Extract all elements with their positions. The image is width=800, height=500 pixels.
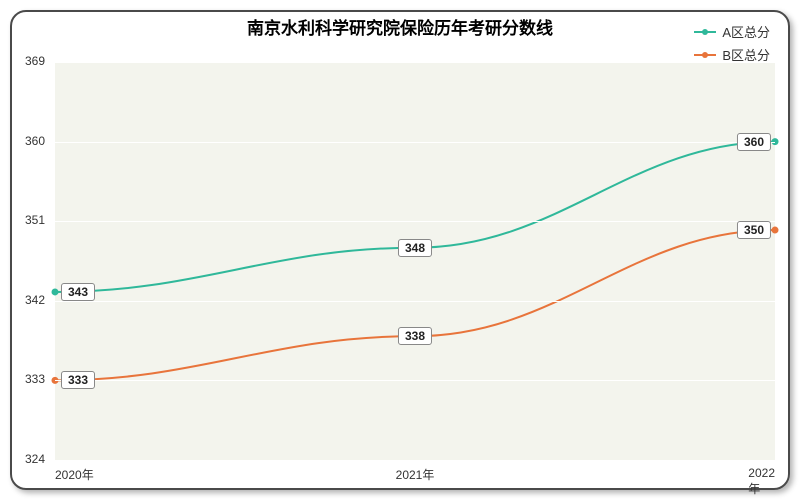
gridline [55, 380, 775, 381]
y-tick-label: 342 [25, 293, 45, 307]
series-marker [52, 288, 59, 295]
series-line-0 [55, 142, 775, 292]
y-tick-label: 369 [25, 54, 45, 68]
legend-swatch-b [694, 54, 716, 56]
legend-item-a: A区总分 [694, 22, 770, 41]
gridline [55, 62, 775, 63]
chart-svg [55, 62, 775, 460]
y-tick-label: 333 [25, 372, 45, 386]
data-label: 333 [61, 371, 95, 389]
gridline [55, 301, 775, 302]
y-tick-label: 351 [25, 213, 45, 227]
data-label: 360 [737, 133, 771, 151]
chart-title: 南京水利科学研究院保险历年考研分数线 [247, 14, 553, 39]
legend-swatch-a [694, 31, 716, 33]
data-label: 348 [398, 239, 432, 257]
plot-area: 343 348 360 333 338 350 [55, 62, 775, 460]
data-label: 338 [398, 327, 432, 345]
x-tick-label: 2022年 [748, 466, 775, 497]
data-label: 343 [61, 283, 95, 301]
y-tick-label: 360 [25, 134, 45, 148]
data-label: 350 [737, 221, 771, 239]
series-marker [772, 227, 779, 234]
gridline [55, 142, 775, 143]
gridline [55, 221, 775, 222]
x-tick-label: 2020年 [55, 466, 94, 483]
x-tick-label: 2021年 [396, 466, 435, 483]
y-tick-label: 324 [25, 452, 45, 466]
chart-container: 南京水利科学研究院保险历年考研分数线 A区总分 B区总分 34334836033… [0, 0, 800, 500]
legend-label-a: A区总分 [722, 22, 770, 41]
